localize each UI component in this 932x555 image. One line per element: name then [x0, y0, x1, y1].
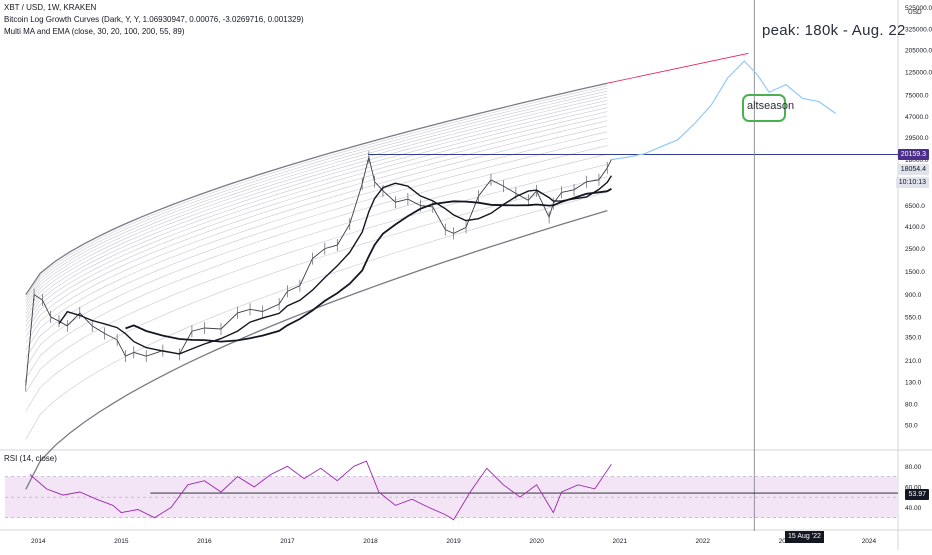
growth-curve	[25, 131, 608, 351]
symbol-legend: XBT / USD, 1W, KRAKEN	[4, 3, 97, 12]
growth-curve	[25, 85, 608, 298]
time-tick-label: 2014	[31, 538, 46, 545]
rsi-tick-label: 80.00	[905, 464, 922, 471]
indicator-legend-multi-ma[interactable]: Multi MA and EMA (close, 30, 20, 100, 20…	[4, 27, 185, 36]
time-tick-label: 2020	[529, 538, 544, 545]
upper-curve-projection	[607, 52, 749, 84]
price-tick-label: 18000.0	[905, 157, 929, 164]
price-tick-label: 80.0	[905, 401, 918, 408]
level-price-tag: 20159.3	[897, 149, 929, 160]
rsi-legend[interactable]: RSI (14, close)	[4, 454, 57, 463]
growth-curve	[25, 125, 608, 344]
price-tick-label: 1500.0	[905, 269, 925, 276]
price-tick-label: 4100.0	[905, 224, 925, 231]
price-tick-label: 6500.0	[905, 203, 925, 210]
price-tick-label: 350.0	[905, 335, 922, 342]
growth-curve-upper	[25, 82, 608, 295]
growth-curve	[25, 120, 608, 338]
time-tick-label: 2018	[363, 538, 378, 545]
price-tick-label: 900.0	[905, 292, 922, 299]
growth-curve	[25, 88, 608, 301]
time-tick-label: 2019	[446, 538, 461, 545]
rsi-value-tag: 53.97	[905, 489, 929, 500]
cursor-date-tag: 15 Aug '22	[785, 531, 824, 543]
price-tick-label: 2500.0	[905, 246, 925, 253]
time-tick-label: 2015	[114, 538, 129, 545]
price-axis-unit: USD	[908, 9, 922, 16]
growth-curve	[25, 176, 608, 412]
rsi-tick-label: 60.00	[905, 484, 922, 491]
growth-curve	[25, 145, 608, 368]
time-tick-label: 2024	[862, 538, 877, 545]
growth-curve	[25, 90, 608, 304]
price-series-line	[25, 156, 612, 386]
price-tick-label: 75000.0	[905, 93, 929, 100]
price-tick-label: 47000.0	[905, 114, 929, 121]
growth-curve	[25, 115, 608, 332]
growth-curve	[25, 93, 608, 307]
price-tick-label: 325000.0	[905, 27, 932, 34]
price-tick-label: 205000.0	[905, 47, 932, 54]
price-tick-label: 525000.0	[905, 5, 932, 12]
growth-curve	[25, 153, 608, 379]
price-tick-label: 550.0	[905, 314, 922, 321]
altseason-annotation: altseason	[747, 100, 795, 112]
price-tick-label: 50.0	[905, 422, 918, 429]
growth-curve	[25, 107, 608, 322]
last-price-tag: 18054.4	[897, 164, 929, 175]
growth-curve	[25, 96, 608, 311]
growth-curve	[25, 111, 608, 327]
rsi-tick-label: 40.00	[905, 505, 922, 512]
price-tick-label: 130.0	[905, 379, 922, 386]
price-tick-label: 210.0	[905, 358, 922, 365]
bar-countdown-tag: 10:10:13	[895, 177, 929, 188]
growth-curve	[25, 164, 608, 393]
growth-curve	[25, 137, 608, 359]
growth-curve	[25, 100, 608, 314]
growth-curve-lower	[25, 209, 608, 490]
rsi-line	[29, 460, 612, 521]
indicator-legend-growth-curves[interactable]: Bitcoin Log Growth Curves (Dark, Y, Y, 1…	[4, 15, 304, 24]
peak-annotation: peak: 180k - Aug. 22	[762, 22, 906, 39]
projection-series-line	[611, 60, 837, 161]
price-tick-label: 125000.0	[905, 70, 932, 77]
time-tick-label: 2022	[696, 538, 711, 545]
time-tick-label: 2021	[612, 538, 627, 545]
price-tick-label: 29500.0	[905, 135, 929, 142]
ma-line-slow	[125, 188, 612, 343]
growth-curve	[25, 103, 608, 318]
ma-line-fast	[58, 175, 612, 355]
growth-curve	[25, 191, 608, 440]
altseason-box	[742, 94, 786, 122]
time-tick-label: 2016	[197, 538, 212, 545]
time-tick-label: 2017	[280, 538, 295, 545]
